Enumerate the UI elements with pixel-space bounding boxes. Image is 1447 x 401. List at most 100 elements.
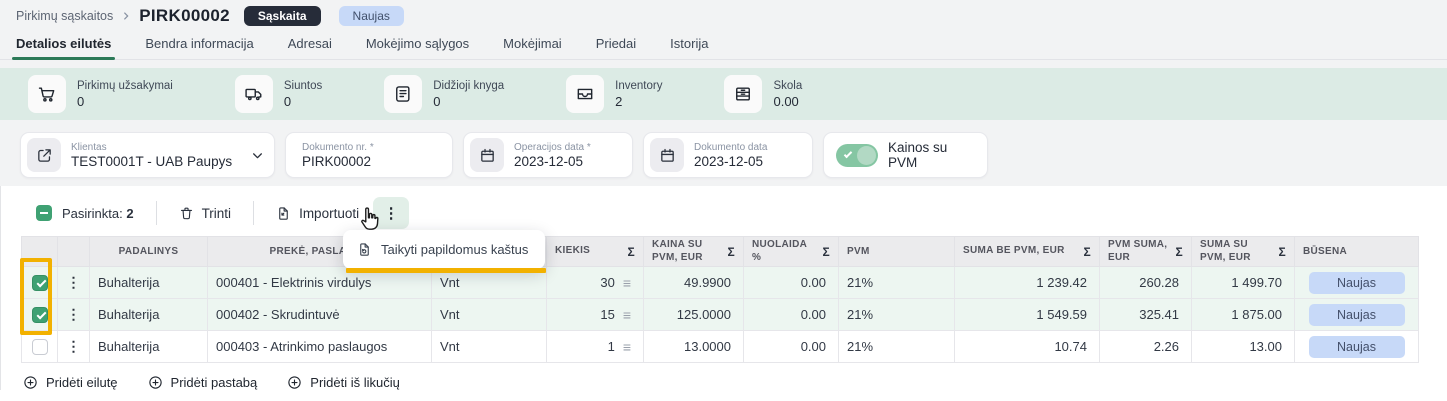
footer-actions: Pridėti eilutę Pridėti pastabą Pridėti i… (1, 363, 1447, 390)
selection-toolbar: Pasirinkta: 2 Trinti Importuoti ⋮ (1, 196, 1447, 230)
sum-icon[interactable]: Σ (1083, 244, 1091, 259)
apply-additional-costs-item[interactable]: Taikyti papildomus kaštus (343, 233, 545, 266)
dokumento-nr-value: PIRK00002 (302, 153, 372, 169)
cell-busena: Naujas (1294, 266, 1419, 299)
import-button[interactable]: Importuoti (276, 206, 359, 221)
operacijos-data-field[interactable]: Operacijos data * 2023-12-05 (463, 132, 633, 178)
row-menu-button[interactable]: ⋮ (66, 338, 81, 354)
more-actions-button[interactable]: ⋮ (373, 197, 410, 229)
external-link-icon[interactable] (27, 138, 61, 172)
row-menu-button[interactable]: ⋮ (66, 274, 81, 290)
breadcrumb-parent-link[interactable]: Pirkimų sąskaitos (16, 9, 114, 23)
header-kiekis: KIEKIS Σ (546, 236, 644, 267)
status-badge: Naujas (1308, 303, 1405, 326)
trash-icon (179, 206, 194, 221)
klientas-label: Klientas (71, 141, 107, 153)
chevron-down-icon[interactable] (251, 149, 264, 162)
inventory-icon (566, 75, 605, 113)
sum-icon[interactable]: Σ (1278, 244, 1286, 259)
stat-label: Inventory (615, 79, 663, 92)
stat-card-inventory[interactable]: Inventory 2 (566, 75, 662, 113)
tab-adresai[interactable]: Adresai (287, 36, 332, 51)
cell-suma-su-pvm: 1 499.70 (1191, 266, 1295, 299)
table-header-row: PADALINYS PREKĖ, PASLAUGA KIEKIS Σ KAINA … (21, 236, 1419, 267)
sum-icon[interactable]: Σ (727, 244, 735, 259)
row-menu-button[interactable]: ⋮ (66, 306, 81, 322)
stat-card-siuntos[interactable]: Siuntos 0 (234, 75, 322, 113)
status-badge: Naujas (1308, 271, 1405, 294)
truck-icon (234, 75, 273, 113)
table-row: ⋮ Buhalterija 000403 - Atrinkimo paslaug… (21, 330, 1419, 363)
status-badge: Naujas (1308, 335, 1405, 358)
header-kaina-su-pvm: KAINA SU PVM, EUR Σ (643, 236, 744, 267)
stat-card-pirkimu-uzsakymai[interactable]: Pirkimų užsakymai 0 (28, 75, 173, 113)
tab-detalios-eilutes[interactable]: Detalios eilutės (11, 36, 116, 60)
check-icon (843, 149, 853, 158)
divider (155, 201, 157, 225)
stat-value: 0 (77, 93, 85, 109)
annotation-underline (346, 268, 546, 273)
cell-nuolaida: 0.00 (743, 298, 839, 331)
tab-priedai[interactable]: Priedai (595, 36, 637, 51)
plus-circle-icon (148, 375, 163, 390)
cell-kaina-su-pvm: 125.0000 (643, 298, 744, 331)
row-checkbox[interactable] (31, 306, 48, 323)
dokumento-nr-field[interactable]: Dokumento nr. * PIRK00002 (285, 132, 453, 178)
row-checkbox[interactable] (31, 338, 48, 355)
sum-icon[interactable]: Σ (627, 244, 635, 259)
kainos-su-pvm-toggle[interactable] (836, 143, 878, 167)
dokumento-data-field[interactable]: Dokumento data 2023-12-05 (643, 132, 813, 178)
page-title: PIRK00002 (139, 6, 230, 25)
calendar-icon[interactable] (650, 138, 684, 172)
cell-pvm-suma: 325.41 (1099, 298, 1192, 331)
cell-suma-su-pvm: 1 875.00 (1191, 298, 1295, 331)
cell-suma-be-pvm: 10.74 (954, 330, 1100, 363)
cell-padalinys: Buhalterija (89, 298, 208, 331)
delete-button[interactable]: Trinti (179, 206, 231, 221)
selected-label: Pasirinkta: 2 (62, 205, 134, 221)
drag-handle-icon[interactable]: ≡ (622, 338, 631, 355)
tab-bendra-informacija[interactable]: Bendra informacija (145, 36, 254, 51)
cell-nuolaida: 0.00 (743, 266, 839, 299)
summary-band: Pirkimų užsakymai 0 Siuntos 0 Didžioji (0, 68, 1447, 120)
operacijos-data-label: Operacijos data * (514, 141, 591, 153)
sum-icon[interactable]: Σ (1175, 244, 1183, 259)
add-from-stock-button[interactable]: Pridėti iš likučių (287, 375, 400, 390)
stat-label: Skola (773, 79, 803, 92)
drag-handle-icon[interactable]: ≡ (622, 306, 631, 323)
add-row-button[interactable]: Pridėti eilutę (23, 375, 118, 390)
stat-card-didzioji-knyga[interactable]: Didžioji knyga 0 (384, 75, 504, 113)
tab-bar: Detalios eilutės Bendra informacija Adre… (0, 32, 1447, 60)
cell-pvm-suma: 260.28 (1099, 266, 1192, 299)
cell-pvm: 21% (838, 330, 955, 363)
dokumento-nr-label: Dokumento nr. * (302, 141, 374, 153)
stat-card-skola[interactable]: Skola 0.00 (724, 75, 802, 113)
cart-icon (28, 75, 66, 113)
selected-count: 2 (126, 205, 134, 221)
add-note-button[interactable]: Pridėti pastabą (148, 375, 257, 390)
top-area: Pirkimų sąskaitos PIRK00002 Sąskaita Nau… (0, 0, 1447, 186)
header-pvm-suma: PVM SUMA, EUR Σ (1099, 236, 1192, 267)
stat-value: 0.00 (773, 93, 799, 109)
cell-padalinys: Buhalterija (89, 266, 208, 299)
klientas-select[interactable]: Klientas TEST0001T - UAB Paupys (20, 132, 275, 178)
select-all-checkbox[interactable] (36, 205, 52, 221)
apply-costs-icon (357, 242, 372, 257)
cell-suma-be-pvm: 1 549.59 (954, 298, 1100, 331)
sum-icon[interactable]: Σ (822, 244, 830, 259)
tab-istorija[interactable]: Istorija (670, 36, 709, 51)
cell-vnt: Vnt (431, 298, 547, 331)
row-checkbox[interactable] (31, 274, 48, 291)
tab-mokejimai[interactable]: Mokėjimai (503, 36, 562, 51)
table-row: ⋮ Buhalterija 000401 - Elektrinis virdul… (21, 266, 1419, 299)
cell-nuolaida: 0.00 (743, 330, 839, 363)
import-icon (276, 206, 291, 221)
cell-pvm-suma: 2.26 (1099, 330, 1192, 363)
operacijos-data-value: 2023-12-05 (514, 153, 584, 169)
toggle-knob (857, 145, 876, 165)
stat-value: 2 (615, 93, 623, 109)
calendar-icon[interactable] (470, 138, 504, 172)
drag-handle-icon[interactable]: ≡ (622, 274, 631, 291)
tab-mokejimo-salygos[interactable]: Mokėjimo sąlygos (365, 36, 470, 51)
dokumento-data-label: Dokumento data (694, 141, 768, 153)
